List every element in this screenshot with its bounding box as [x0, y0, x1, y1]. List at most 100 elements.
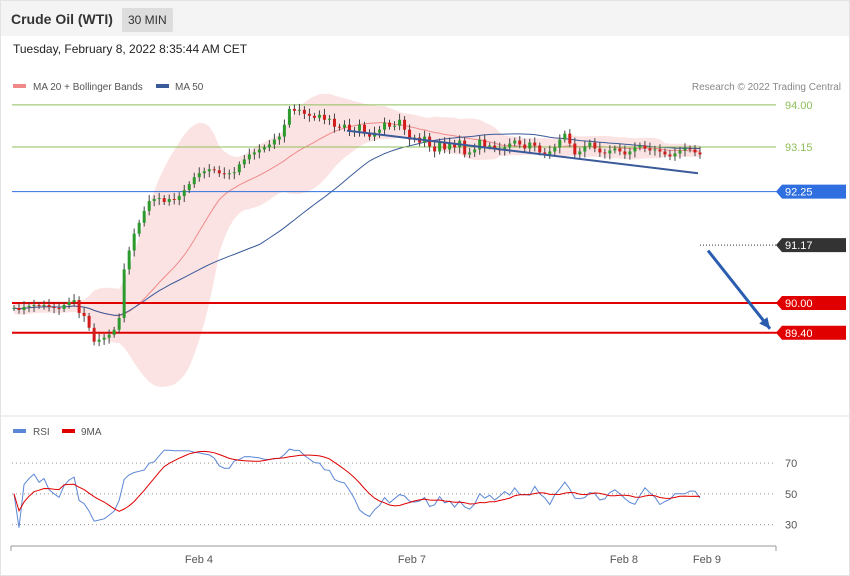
candle — [433, 146, 437, 152]
candle — [678, 150, 682, 154]
candle — [117, 317, 121, 330]
chart-datetime: Tuesday, February 8, 2022 8:35:44 AM CET — [13, 42, 248, 56]
candle — [202, 171, 206, 174]
candle — [473, 149, 477, 153]
candle — [212, 169, 216, 171]
candle — [573, 143, 577, 155]
candle — [22, 306, 26, 310]
candle — [347, 124, 351, 132]
candle — [378, 129, 382, 133]
candle — [643, 145, 647, 149]
candle — [513, 140, 517, 144]
candle — [112, 329, 116, 335]
candle — [107, 334, 111, 338]
rsi-9ma-line — [13, 450, 701, 513]
candle — [578, 151, 582, 155]
candle — [132, 233, 136, 251]
candle — [237, 164, 241, 173]
level-label-94.00: 94.00 — [785, 100, 813, 112]
candle — [37, 305, 41, 307]
candle — [317, 114, 321, 118]
bollinger-band — [14, 93, 700, 387]
candle — [523, 144, 527, 149]
candle — [322, 114, 326, 120]
candle — [272, 139, 276, 145]
candle — [82, 312, 86, 316]
level-label-90.00: 90.00 — [785, 298, 813, 310]
forecast-arrow — [706, 249, 772, 330]
candle — [47, 305, 51, 307]
candle — [297, 109, 301, 111]
candle — [62, 305, 66, 309]
x-tick-label: Feb 9 — [693, 554, 721, 566]
candle — [488, 145, 492, 147]
legend-label-rsi: RSI — [33, 427, 50, 438]
candle — [232, 172, 236, 174]
candle — [558, 139, 562, 148]
x-tick-label: Feb 7 — [398, 554, 426, 566]
candle — [653, 149, 657, 151]
candle — [463, 140, 467, 155]
candle — [553, 147, 557, 152]
candle — [267, 144, 271, 148]
candle — [588, 142, 592, 147]
candle — [292, 108, 296, 111]
candle — [262, 147, 266, 150]
candle — [142, 210, 146, 223]
candle — [227, 173, 231, 175]
candle — [403, 119, 407, 130]
level-label-89.40: 89.40 — [785, 328, 813, 340]
legend-swatch-rsi — [13, 429, 26, 433]
copyright: Research © 2022 Trading Central — [692, 82, 841, 93]
candle — [307, 113, 311, 116]
legend-label-ma20: MA 20 + Bollinger Bands — [33, 82, 143, 93]
level-label-box — [776, 325, 846, 340]
candle — [122, 269, 126, 318]
rsi-line — [13, 448, 701, 528]
candle — [127, 250, 131, 270]
candle — [72, 300, 76, 303]
candle — [623, 151, 627, 155]
candle — [67, 302, 71, 306]
level-label-box — [776, 296, 846, 311]
candle — [468, 152, 472, 155]
candle — [478, 139, 482, 150]
candle — [277, 136, 281, 140]
candle — [393, 125, 397, 127]
candle — [282, 124, 286, 137]
rsi-tick-label: 30 — [785, 520, 797, 532]
candle — [332, 118, 336, 127]
candle — [187, 184, 191, 191]
candle — [92, 327, 96, 342]
legend-label-9ma: 9MA — [81, 427, 102, 438]
candle — [27, 306, 31, 308]
candle — [388, 122, 392, 127]
forecast-arrow-head — [759, 317, 770, 329]
timeframe-badge[interactable]: 30 MIN — [122, 8, 173, 32]
candle — [52, 306, 56, 308]
candle — [312, 115, 316, 118]
level-label-92.25: 92.25 — [785, 187, 813, 199]
candle — [222, 173, 226, 175]
candle — [182, 190, 186, 197]
candle — [327, 118, 331, 120]
candle — [398, 119, 402, 126]
candle — [648, 148, 652, 151]
candle — [12, 307, 16, 309]
candle — [197, 173, 201, 178]
candle — [147, 200, 151, 211]
candle — [538, 145, 542, 153]
candle — [518, 140, 522, 145]
legend-label-ma50: MA 50 — [175, 82, 204, 93]
x-tick-label: Feb 4 — [185, 554, 213, 566]
candle — [633, 147, 637, 152]
candle — [102, 337, 106, 340]
candle — [363, 124, 367, 134]
trendline — [346, 129, 699, 175]
candle — [342, 124, 346, 128]
candle — [57, 307, 61, 309]
candle — [493, 145, 497, 149]
candle — [483, 139, 487, 147]
candle — [533, 142, 537, 146]
